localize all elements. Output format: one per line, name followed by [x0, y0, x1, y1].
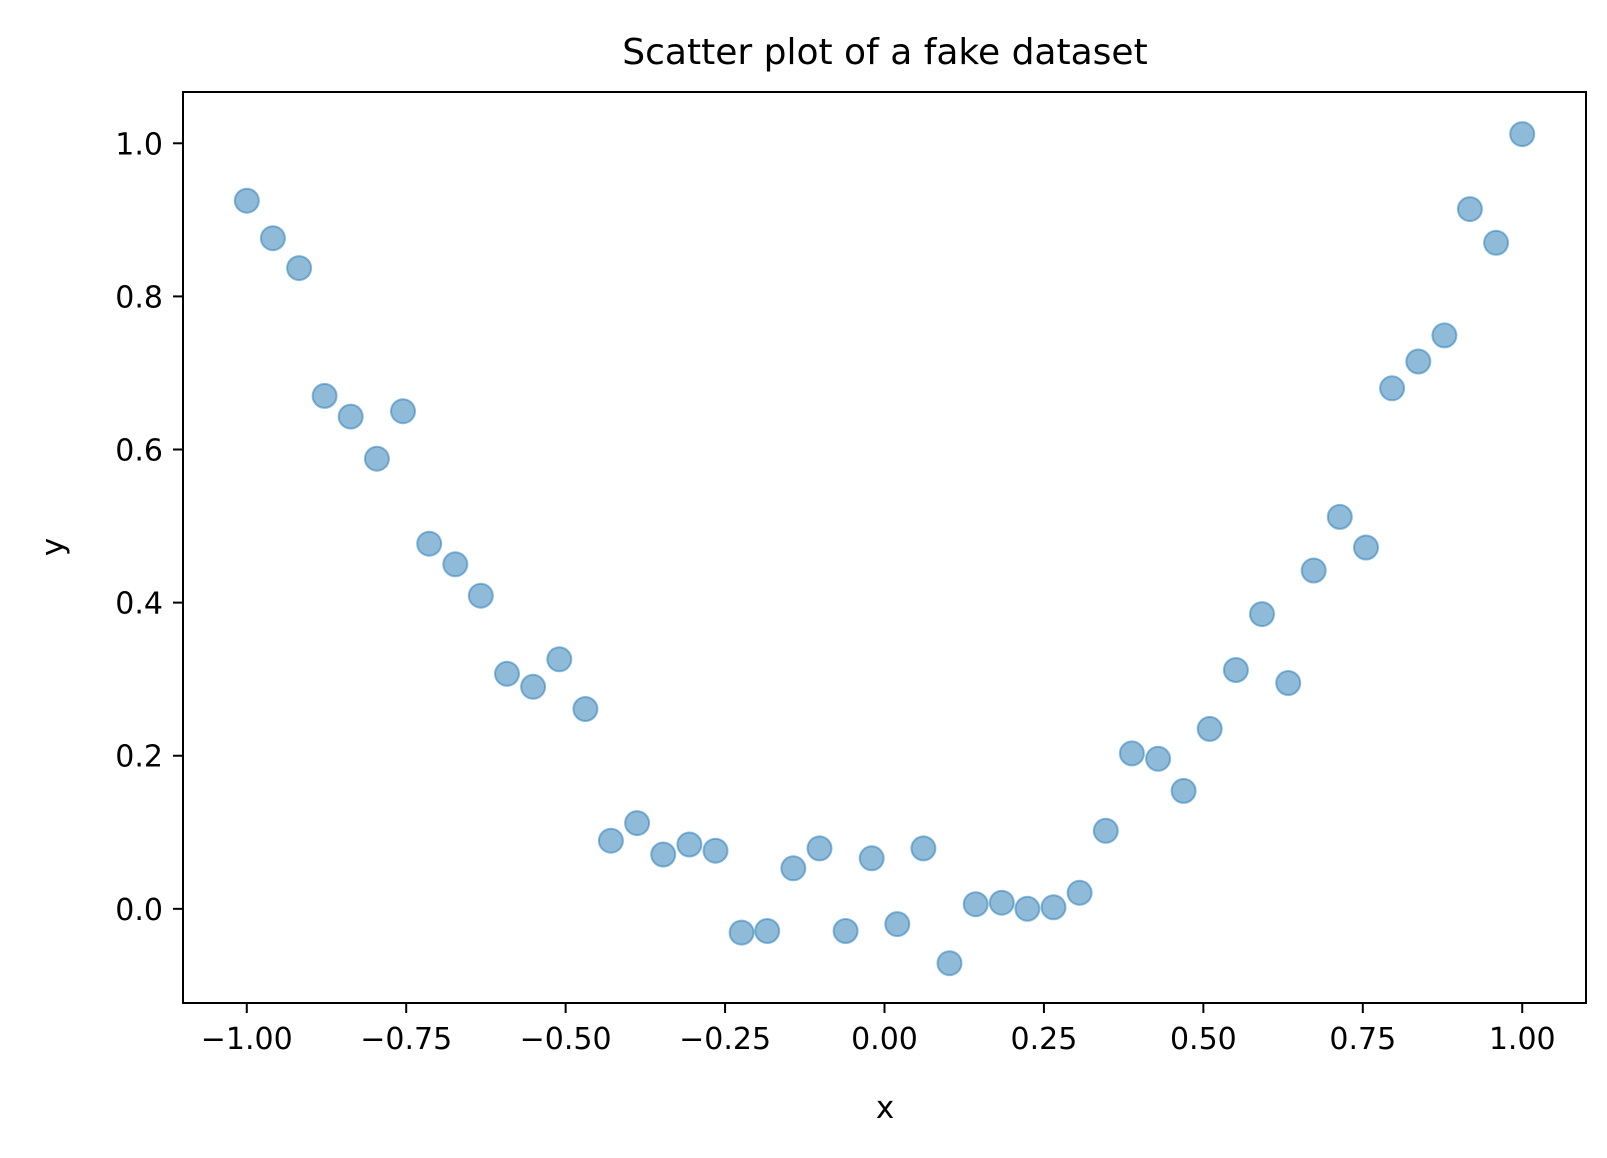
x-axis-label: x — [876, 1090, 894, 1126]
y-axis: 0.0 0.2 0.4 0.6 0.8 1.0 — [115, 127, 183, 928]
data-point — [1066, 879, 1093, 906]
y-tick-label: 0.2 — [115, 740, 163, 775]
data-point — [1196, 715, 1223, 742]
data-point — [546, 646, 573, 673]
data-point — [728, 919, 755, 946]
data-point — [1405, 348, 1432, 375]
data-point — [1509, 121, 1536, 148]
x-tick-label: −0.75 — [360, 1022, 452, 1057]
data-point — [910, 835, 937, 862]
x-axis: −1.00 −0.75 −0.50 −0.25 0.00 0.25 0.50 0.75 1.00 — [201, 1003, 1556, 1057]
data-point — [832, 918, 859, 944]
data-point — [390, 398, 416, 425]
data-point — [337, 403, 364, 430]
data-point — [1300, 557, 1327, 584]
data-point — [259, 225, 286, 252]
data-point — [1092, 817, 1119, 844]
data-point — [1326, 503, 1353, 530]
y-tick-label: 0.0 — [115, 893, 163, 928]
y-tick-label: 1.0 — [115, 127, 163, 162]
data-point — [702, 837, 729, 864]
data-point — [416, 530, 443, 557]
data-point — [858, 845, 885, 872]
x-tick-label: −0.25 — [679, 1022, 771, 1057]
data-point — [806, 835, 833, 862]
data-point — [780, 855, 807, 882]
data-point — [1170, 777, 1197, 804]
chart-title: Scatter plot of a fake dataset — [622, 32, 1147, 73]
data-point — [1014, 895, 1041, 922]
y-tick-label: 0.6 — [115, 434, 163, 469]
x-tick-label: 0.75 — [1329, 1022, 1396, 1057]
data-point — [233, 187, 260, 214]
x-tick-label: −0.50 — [520, 1022, 612, 1057]
points-layer — [233, 121, 1536, 977]
data-point — [884, 911, 911, 938]
data-point — [1456, 196, 1483, 223]
data-point — [962, 891, 989, 918]
data-point — [1275, 670, 1302, 696]
data-point — [311, 382, 338, 409]
x-tick-label: 0.50 — [1170, 1022, 1237, 1057]
data-point — [1379, 375, 1406, 402]
data-point — [650, 841, 677, 868]
data-point — [520, 673, 547, 700]
data-point — [1249, 601, 1275, 628]
data-point — [1118, 740, 1145, 767]
data-point — [572, 696, 599, 722]
data-point — [936, 950, 963, 977]
data-point — [442, 551, 469, 578]
x-tick-label: 1.00 — [1489, 1022, 1556, 1057]
data-point — [1145, 745, 1172, 772]
data-point — [597, 827, 624, 854]
data-point — [1483, 229, 1510, 256]
data-point — [1222, 657, 1249, 683]
y-tick-label: 0.4 — [115, 587, 163, 622]
x-tick-label: −1.00 — [201, 1022, 293, 1057]
data-point — [1353, 534, 1379, 561]
data-point — [363, 445, 390, 472]
data-point — [286, 255, 313, 282]
y-axis-label: y — [35, 538, 71, 556]
data-point — [1431, 322, 1458, 349]
x-tick-label: 0.00 — [851, 1022, 918, 1057]
data-point — [676, 831, 703, 858]
data-point — [624, 810, 651, 837]
data-point — [494, 660, 520, 687]
data-point — [988, 889, 1015, 916]
data-point — [754, 918, 781, 944]
data-point — [1040, 894, 1067, 921]
x-tick-label: 0.25 — [1011, 1022, 1078, 1057]
y-tick-label: 0.8 — [115, 280, 163, 315]
data-point — [467, 582, 494, 609]
